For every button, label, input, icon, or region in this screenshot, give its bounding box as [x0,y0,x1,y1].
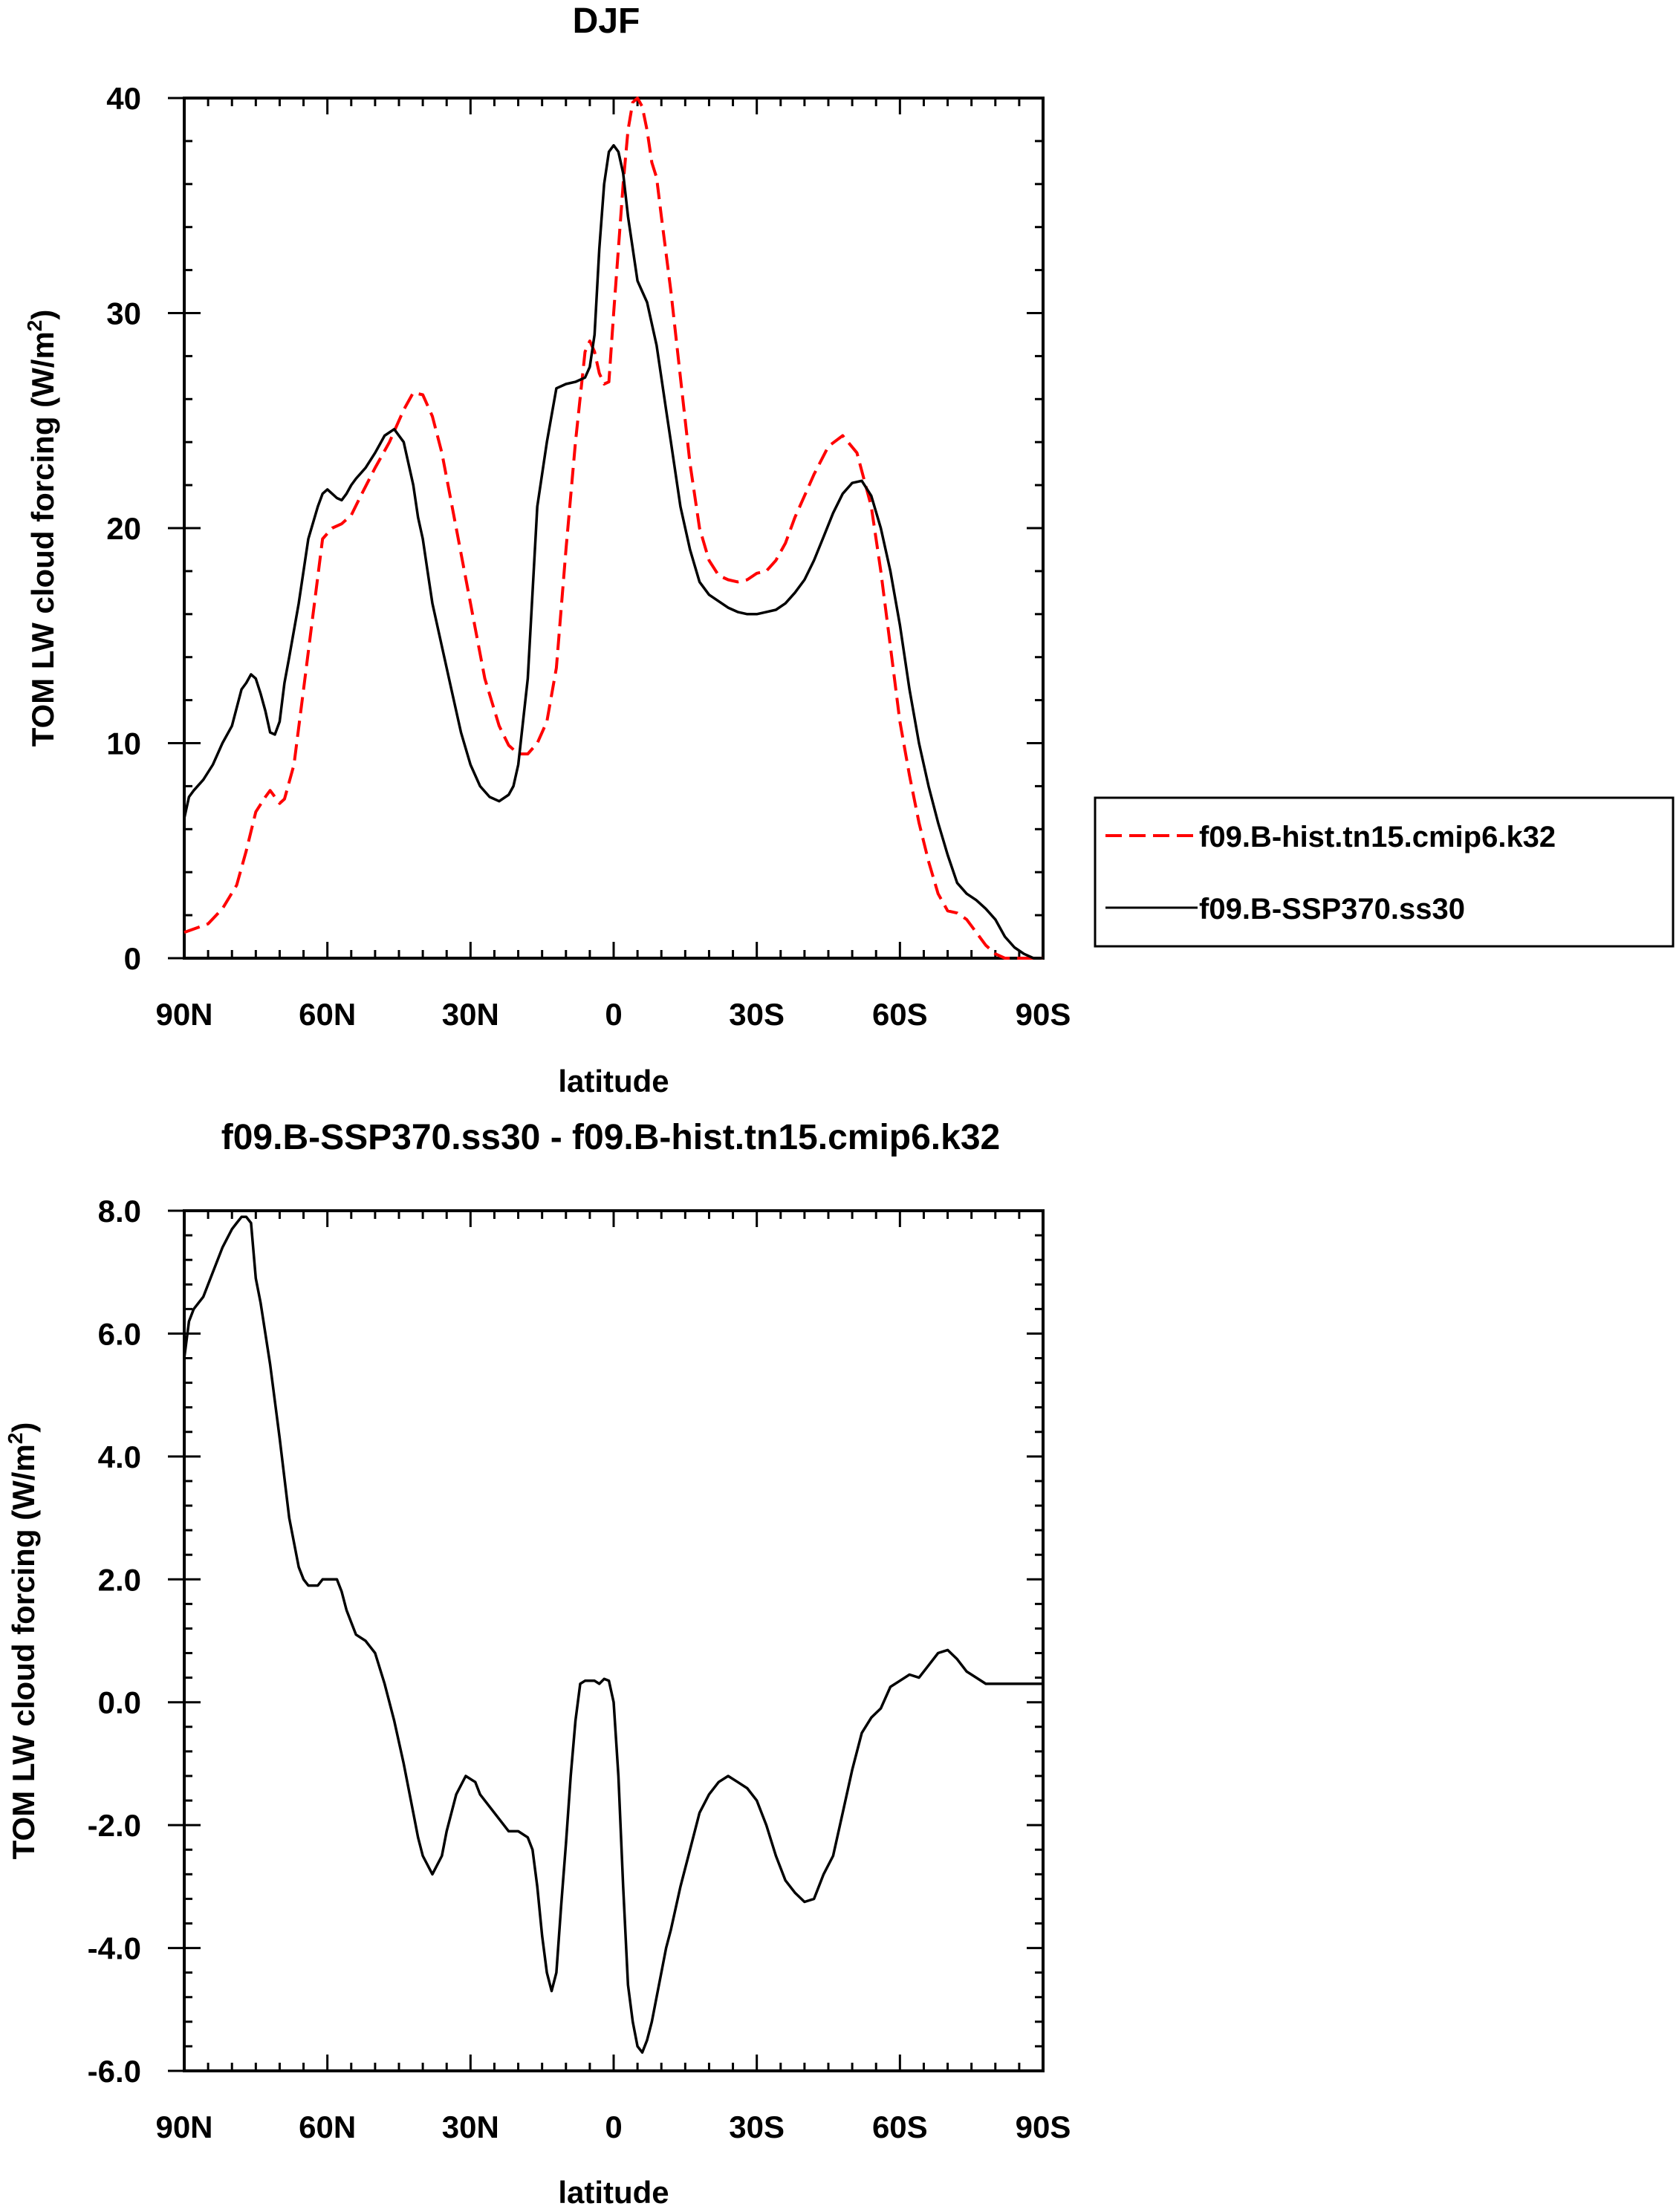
y-tick-label: 40 [106,81,141,116]
x-tick-label: 90N [155,2109,212,2144]
y-tick-label: 2.0 [98,1562,141,1597]
series-line-0-1 [183,143,1043,960]
x-tick-label: 90S [1016,2109,1071,2144]
x-tick-label: 30S [729,2109,785,2144]
series-line-1-0 [183,1215,1043,2054]
legend-box [1094,796,1675,948]
x-tick-label: 30N [442,997,499,1032]
x-tick-label: 60S [872,997,928,1032]
y-tick-label: 8.0 [98,1194,141,1229]
x-tick-label: 30S [729,997,785,1032]
x-tick-label: 30N [442,2109,499,2144]
bottom-panel: f09.B-SSP370.ss30 - f09.B-hist.tn15.cmip… [4,1118,1071,2210]
y-tick-label: -6.0 [88,2054,141,2089]
x-tick-label: 90S [1016,997,1071,1032]
bottom-plot-frame [183,1209,1045,2072]
bottom-chart-title: f09.B-SSP370.ss30 - f09.B-hist.tn15.cmip… [221,1118,1000,1157]
legend-label-hist: f09.B-hist.tn15.cmip6.k32 [1199,821,1556,853]
y-tick-label: 20 [106,511,141,546]
top-panel: DJF latitude TOM LW cloud forcing (W/m2)… [23,1,1675,1099]
y-tick-label: 0 [124,941,141,976]
y-tick-label: -2.0 [88,1808,141,1843]
x-tick-label: 60N [299,997,356,1032]
x-tick-label: 0 [605,2109,622,2144]
series-line-0-0 [184,97,1043,960]
legend: f09.B-hist.tn15.cmip6.k32 f09.B-SSP370.s… [1094,796,1675,948]
bottom-y-axis-label: TOM LW cloud forcing (W/m2) [4,1422,41,1860]
bottom-x-axis-label: latitude [558,2175,669,2210]
top-plot-frame [183,97,1045,960]
top-x-axis-label: latitude [558,1064,669,1099]
x-tick-label: 60N [299,2109,356,2144]
y-tick-label: -4.0 [88,1931,141,1966]
y-tick-label: 4.0 [98,1440,141,1474]
top-y-axis-label: TOM LW cloud forcing (W/m2) [23,310,60,747]
y-tick-label: 10 [106,726,141,761]
top-chart-title: DJF [573,1,640,41]
x-tick-label: 60S [872,2109,928,2144]
y-tick-label: 6.0 [98,1316,141,1351]
x-tick-label: 0 [605,997,622,1032]
y-tick-label: 30 [106,296,141,331]
x-tick-label: 90N [155,997,212,1032]
legend-label-ssp370: f09.B-SSP370.ss30 [1199,893,1465,926]
y-tick-label: 0.0 [98,1685,141,1720]
